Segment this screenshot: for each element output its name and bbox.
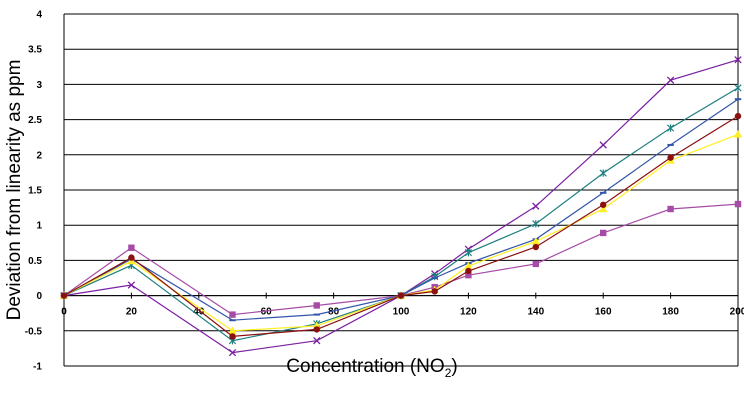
y-tick-label: 3 [36, 80, 42, 91]
series-line [63, 87, 739, 342]
x-tick-label: 40 [193, 307, 205, 318]
data-point [313, 302, 320, 309]
data-point [532, 220, 540, 228]
data-point [666, 124, 675, 132]
y-tick-label: -0.5 [25, 326, 43, 337]
series-layer [59, 56, 743, 357]
data-point [667, 205, 674, 213]
data-point [734, 200, 742, 208]
data-point [128, 244, 135, 251]
y-tick-label: 4 [36, 10, 42, 21]
x-tick-label: 100 [393, 307, 410, 318]
data-point [464, 248, 473, 257]
x-tick-label: 0 [61, 307, 67, 318]
data-point [600, 201, 607, 208]
data-point [600, 229, 607, 237]
series-4 [60, 98, 742, 322]
x-tick-label: 120 [460, 307, 477, 318]
series-5 [59, 130, 743, 334]
x-tick-label: 20 [126, 307, 138, 318]
x-axis-title-main: Concentration (NO [286, 356, 444, 377]
data-point [734, 84, 742, 92]
data-point [666, 76, 675, 84]
y-tick-label: 2.5 [28, 115, 42, 126]
data-point [599, 169, 607, 177]
series-line [63, 115, 739, 338]
y-tick-label: -1 [33, 362, 42, 373]
x-tick-label: 160 [595, 307, 612, 318]
data-point [397, 292, 405, 299]
data-point [128, 254, 135, 261]
data-point [313, 336, 321, 345]
data-point [229, 311, 236, 318]
data-point [465, 267, 472, 275]
data-point [532, 202, 540, 210]
y-axis-title: Deviation from linearity as ppm [4, 60, 25, 321]
x-axis-title: Concentration (NO2) [286, 356, 457, 380]
data-point [228, 326, 237, 334]
data-point [531, 237, 540, 245]
series-1 [60, 200, 742, 318]
x-tick-label: 60 [261, 307, 273, 318]
data-point [734, 56, 742, 64]
data-point [60, 292, 68, 299]
tick-labels: -1-0.500.511.522.533.540 20 40 60 80 100 120 14… [25, 10, 744, 373]
data-point [599, 141, 607, 149]
y-tick-label: 1.5 [28, 186, 42, 197]
data-point [532, 260, 539, 268]
y-tick-label: 2 [36, 150, 42, 161]
series-line [63, 133, 739, 332]
data-point [313, 326, 320, 333]
y-tick-label: 0.5 [28, 256, 42, 267]
y-tick-label: 0 [36, 291, 42, 302]
data-point [464, 261, 473, 270]
y-tick-label: 3.5 [28, 45, 42, 56]
data-point [465, 271, 472, 279]
data-point [733, 130, 743, 138]
data-point [431, 288, 438, 295]
x-axis-title-end: ) [451, 356, 457, 377]
x-tick-label: 200 [730, 307, 744, 318]
series-6 [60, 112, 742, 340]
y-tick-label: 1 [36, 221, 42, 232]
data-point [532, 243, 539, 251]
data-point [599, 204, 608, 213]
x-tick-label: 80 [328, 307, 340, 318]
x-tick-label: 180 [662, 307, 679, 318]
series-line [63, 98, 739, 321]
data-point [228, 348, 237, 357]
data-point [734, 112, 742, 120]
data-point [229, 333, 236, 340]
x-tick-label: 140 [527, 307, 544, 318]
x-axis-title-subscript: 2 [445, 366, 452, 380]
data-point [667, 154, 674, 161]
data-point [127, 281, 136, 289]
